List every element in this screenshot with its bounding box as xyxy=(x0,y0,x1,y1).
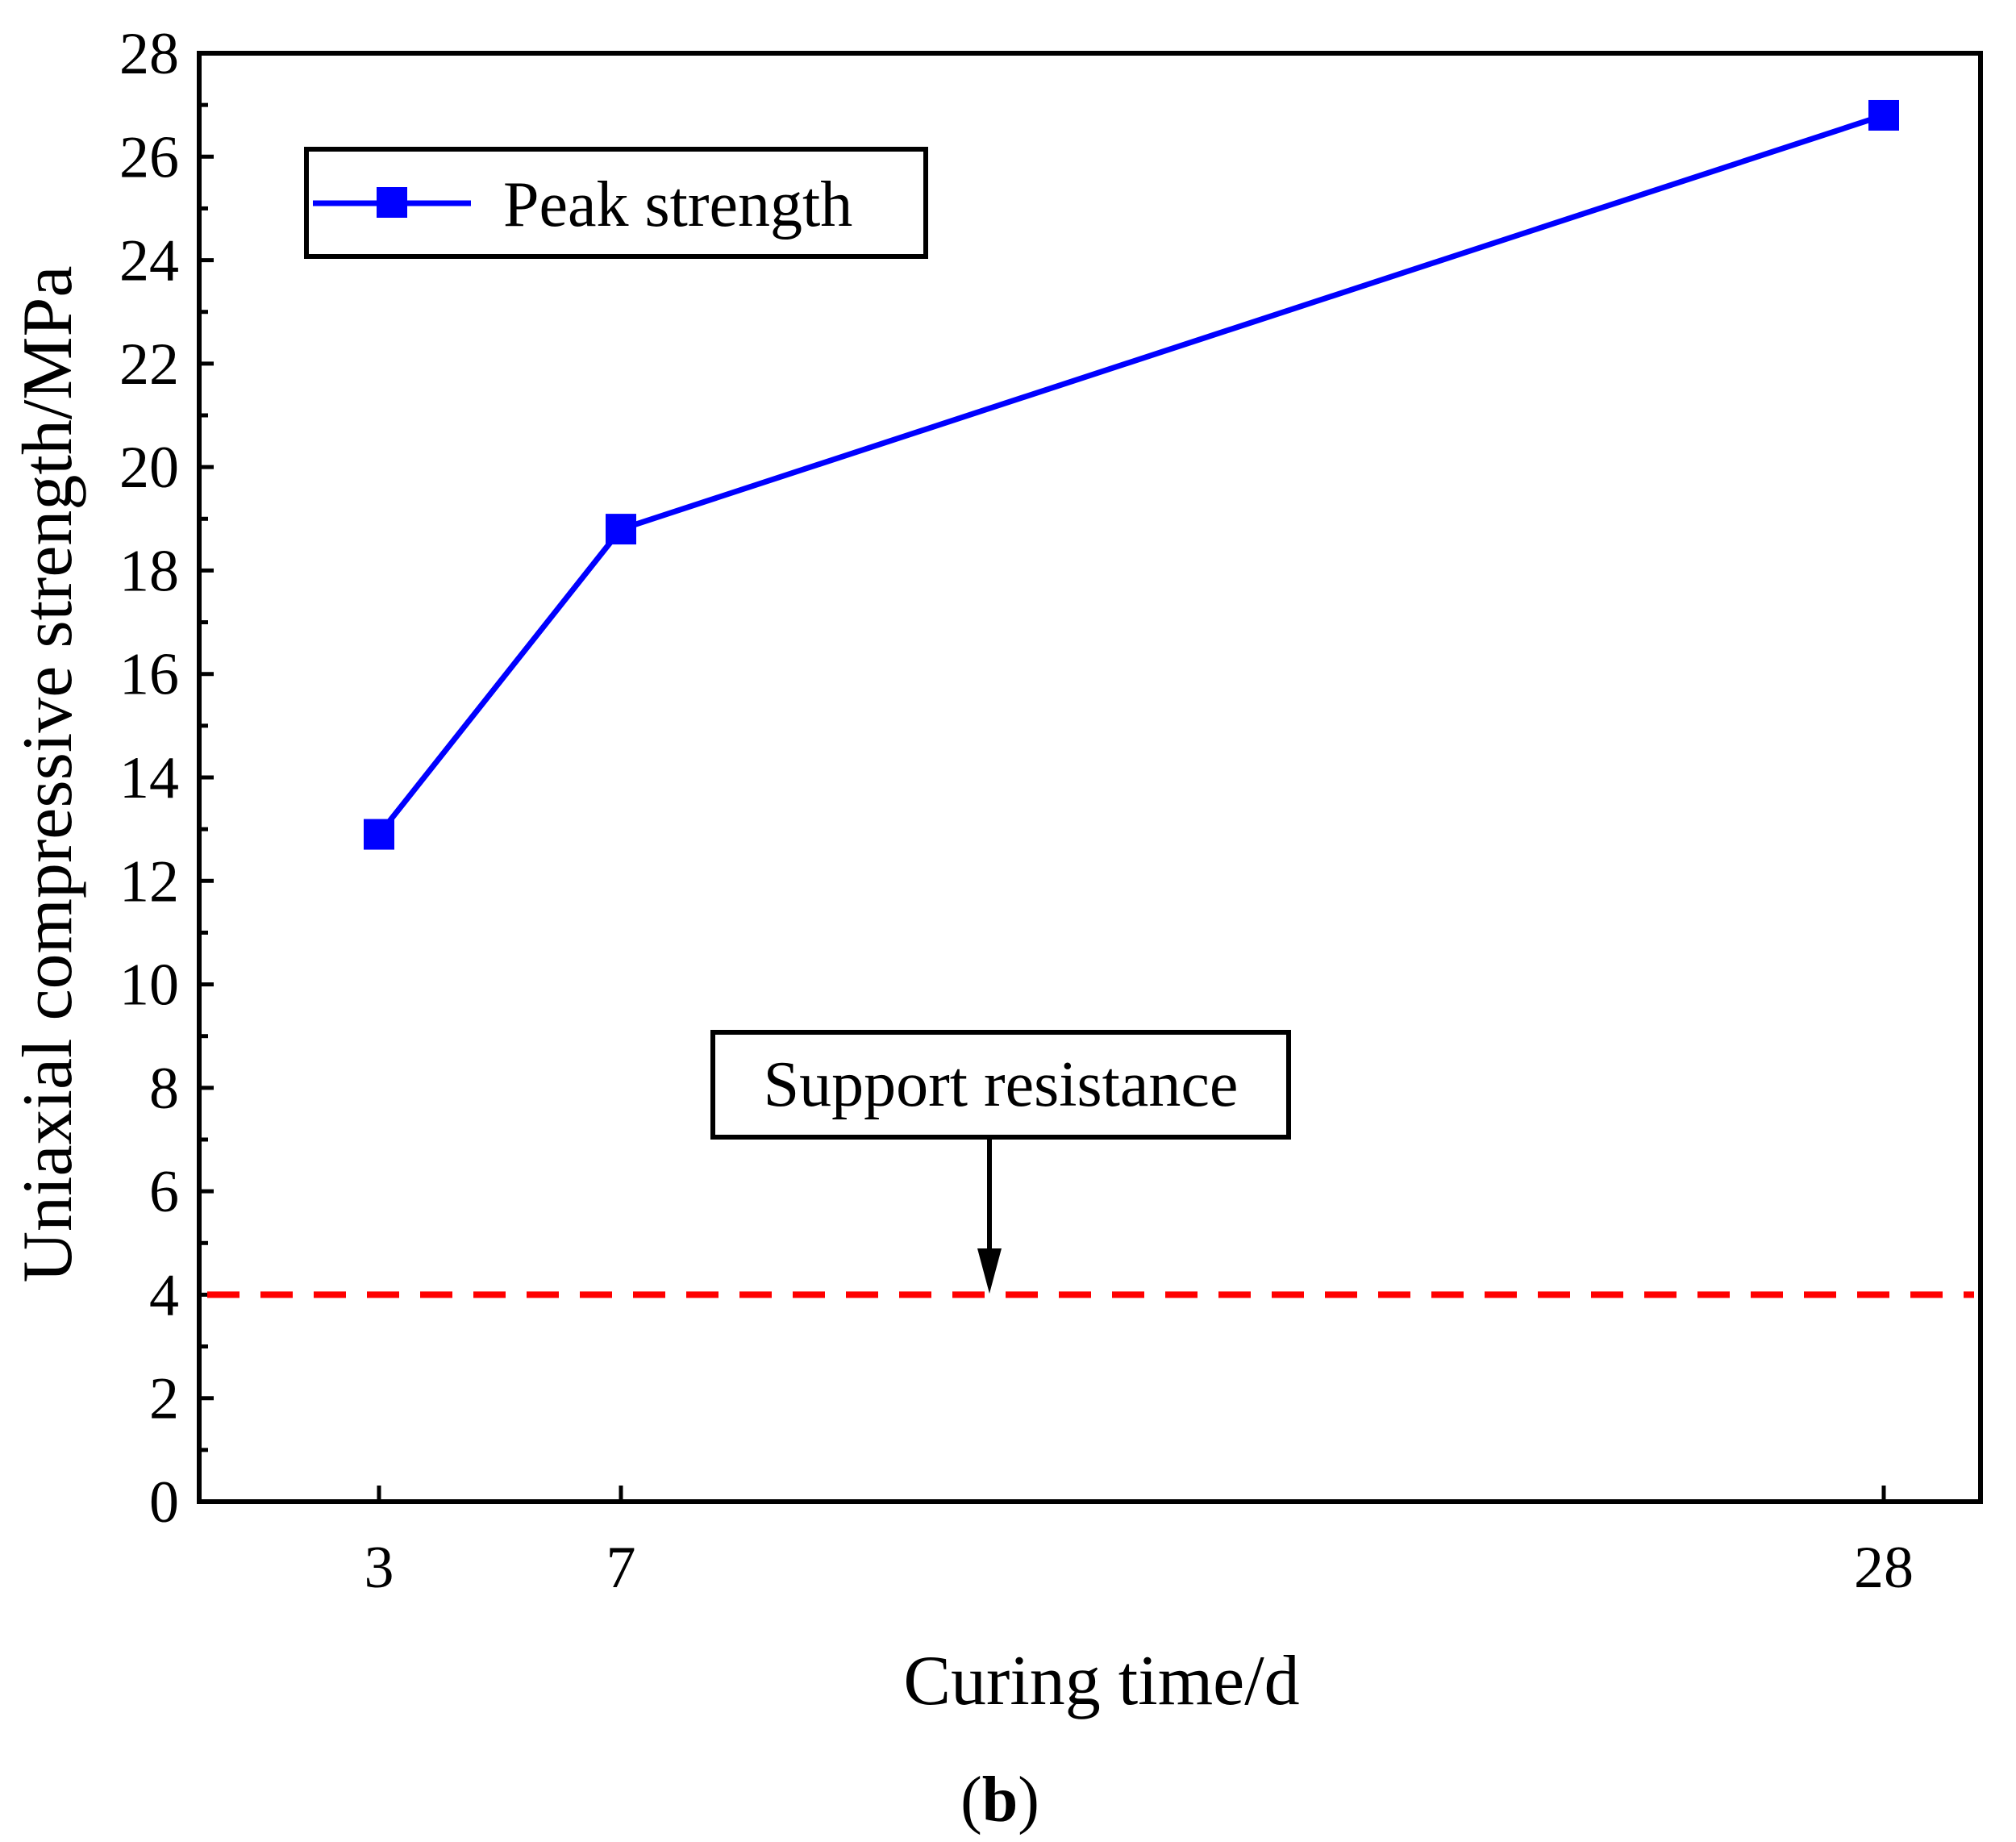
x-axis-ticks: 3 7 28 xyxy=(364,1486,1914,1601)
y-tick-label: 2 xyxy=(149,1366,179,1432)
data-point-marker xyxy=(1868,99,1899,131)
y-tick-label: 20 xyxy=(119,435,179,501)
y-tick-label: 18 xyxy=(119,538,179,604)
x-tick-label: 28 xyxy=(1854,1535,1914,1601)
y-tick-label: 16 xyxy=(119,642,179,708)
x-tick-label: 7 xyxy=(606,1535,636,1601)
data-point-marker xyxy=(606,514,636,545)
legend-label: Peak strength xyxy=(503,169,852,240)
y-tick-label: 22 xyxy=(119,331,179,398)
y-tick-label: 8 xyxy=(149,1056,179,1122)
data-point-marker xyxy=(364,819,394,850)
y-tick-label: 14 xyxy=(119,745,179,811)
peak-strength-points xyxy=(364,99,1899,850)
y-tick-label: 10 xyxy=(119,952,179,1019)
y-tick-label: 0 xyxy=(149,1469,179,1536)
annotation-arrowhead xyxy=(977,1248,1002,1294)
x-tick-label: 3 xyxy=(364,1535,394,1601)
y-tick-label: 6 xyxy=(149,1159,179,1225)
y-tick-label: 26 xyxy=(119,124,179,190)
annotation-label: Support resistance xyxy=(764,1049,1239,1120)
plot-frame xyxy=(197,51,1983,1504)
y-axis-title: Uniaxial compressive strength/MPa xyxy=(9,265,87,1282)
y-tick-label: 24 xyxy=(119,228,179,294)
legend: Peak strength xyxy=(304,147,928,259)
panel-label-close: ) xyxy=(1018,1765,1039,1836)
y-tick-label: 4 xyxy=(149,1262,179,1328)
y-tick-label: 28 xyxy=(119,21,179,87)
annotation-box xyxy=(710,1030,1291,1140)
panel-label-letter: b xyxy=(982,1765,1018,1836)
y-tick-label: 12 xyxy=(119,848,179,915)
x-axis-title: Curing time/d xyxy=(903,1642,1299,1720)
panel-label-open: ( xyxy=(960,1765,982,1836)
support-resistance-annotation: Support resistance xyxy=(710,1030,1291,1294)
legend-marker-swatch xyxy=(377,187,407,218)
panel-label: (b) xyxy=(960,1765,1039,1836)
